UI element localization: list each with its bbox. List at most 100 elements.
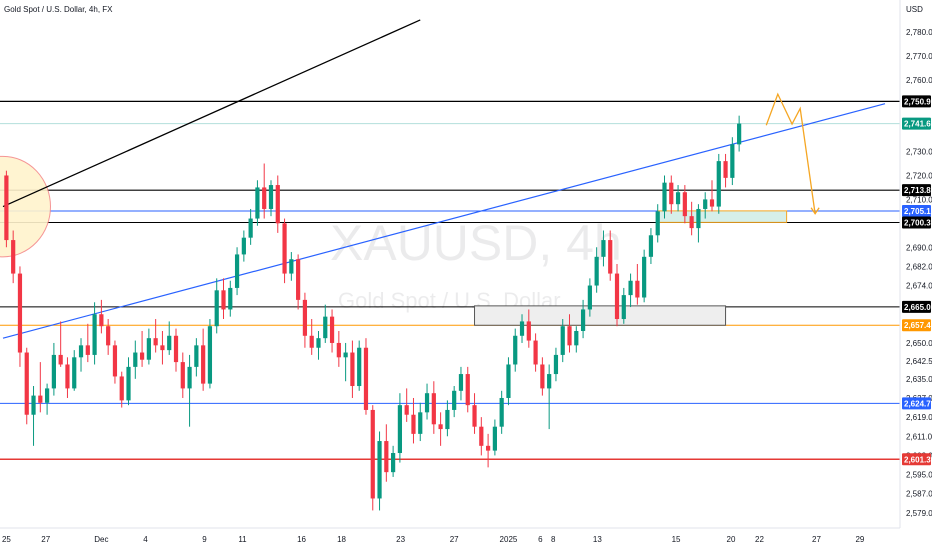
candle-body [201, 345, 206, 384]
candle-8 [58, 321, 63, 367]
candle-43 [296, 254, 301, 310]
candle-body [580, 309, 586, 331]
candle-67 [458, 366, 464, 401]
candle-90 [614, 264, 620, 327]
candle-body [112, 345, 118, 377]
highlight-ellipse [0, 155, 51, 258]
candle-49 [336, 330, 341, 367]
time-tick-17: 27 [812, 535, 821, 544]
candle-74 [506, 357, 511, 406]
watermark-symbol: XAUUSD, 4h [330, 215, 622, 271]
candle-15 [106, 319, 111, 355]
time-tick-4: 9 [202, 535, 207, 544]
candle-body [391, 453, 396, 473]
candle-21 [146, 328, 151, 365]
candle-51 [350, 340, 355, 398]
candle-body [262, 187, 267, 209]
candle-34 [234, 247, 240, 296]
candle-body [418, 412, 423, 434]
candle-body [377, 441, 382, 499]
badge-label: 2,705.17 [904, 207, 932, 216]
candle-body [662, 182, 667, 212]
candle-89 [608, 230, 613, 281]
candle-body [689, 216, 694, 229]
candle-52 [357, 340, 362, 391]
candle-101 [689, 201, 694, 236]
candle-65 [445, 400, 450, 437]
candle-83 [567, 314, 572, 353]
badge-label: 2,601.39 [904, 455, 932, 464]
candle-body [628, 280, 633, 296]
price-tick-4: 2,720.00 [906, 171, 932, 180]
candle-body [146, 338, 151, 360]
candle-41 [282, 218, 287, 284]
candle-16 [112, 340, 118, 384]
candle-body [38, 395, 43, 403]
price-tick-17: 2,587.00 [906, 490, 932, 499]
candle-body [601, 240, 606, 257]
candle-95 [648, 228, 654, 264]
candle-body [648, 235, 654, 257]
candle-body [587, 285, 592, 310]
price-badge-2: 2,713.86 [902, 184, 932, 197]
candle-56 [384, 424, 389, 482]
price-tick-8: 2,674.00 [906, 282, 932, 291]
time-tick-11: 6 [538, 535, 543, 544]
price-tick-7: 2,682.00 [906, 262, 932, 271]
candle-body [655, 211, 660, 236]
price-tick-1: 2,770.00 [906, 52, 932, 61]
candle-17 [119, 371, 124, 408]
time-tick-16: 22 [755, 535, 764, 544]
time-tick-8: 23 [396, 535, 405, 544]
price-badge-1: 2,741.67 [902, 117, 932, 130]
badge-label: 2,657.40 [904, 321, 932, 330]
candle-body [737, 123, 742, 145]
candle-87 [594, 247, 599, 293]
candle-body [709, 199, 715, 207]
candle-84 [574, 326, 579, 353]
candle-body [24, 352, 29, 415]
candle-body [553, 354, 559, 375]
candle-18 [126, 357, 131, 406]
candle-37 [255, 180, 260, 226]
candles [4, 115, 742, 511]
candle-body [357, 347, 362, 387]
candle-body [316, 338, 321, 348]
candle-body [248, 218, 253, 238]
price-tick-18: 2,579.00 [906, 509, 932, 518]
candle-body [153, 338, 158, 346]
candle-body [431, 393, 436, 425]
candle-79 [540, 357, 545, 396]
price-axis[interactable]: 2,780.00 2,770.00 2,760.00 2,730.00 2,720.00… [906, 28, 932, 518]
candle-1 [11, 230, 16, 284]
candle-19 [133, 340, 138, 379]
candle-body [329, 316, 335, 343]
candle-body [560, 326, 565, 355]
candle-27 [187, 354, 192, 427]
badge-bg [902, 300, 931, 313]
candle-62 [424, 383, 430, 420]
time-axis[interactable]: 25 27 Dec 4 9 11 16 18 23 27 2025 6 8 13 15 20 22 27 29 [2, 535, 865, 544]
candle-78 [533, 333, 538, 372]
time-tick-3: 4 [143, 535, 148, 544]
candle-body [614, 273, 620, 320]
badge-label: 2,713.86 [904, 186, 932, 195]
candle-72 [492, 419, 497, 456]
candle-body [363, 347, 369, 410]
candle-body [445, 409, 450, 430]
candle-93 [635, 264, 640, 305]
currency-label[interactable]: USD [906, 5, 923, 14]
candle-body [424, 393, 430, 413]
candle-13 [92, 302, 97, 365]
zones [474, 210, 788, 326]
badge-bg [902, 117, 931, 130]
candle-82 [560, 319, 565, 363]
badge-label: 2,741.67 [904, 120, 932, 129]
candle-31 [214, 278, 219, 334]
candle-body [438, 424, 443, 430]
candle-body [343, 352, 348, 358]
candle-81 [553, 347, 559, 382]
badge-bg [902, 204, 931, 217]
